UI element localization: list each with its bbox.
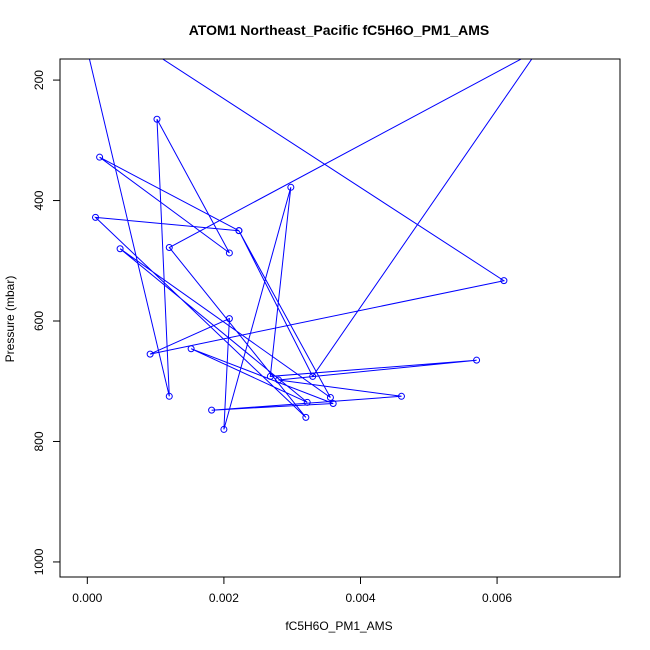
x-tick-label: 0.000	[72, 591, 102, 605]
data-point	[473, 356, 481, 364]
y-axis: 200 400 600 800 1000	[32, 70, 60, 575]
y-axis-label: Pressure (mbar)	[3, 276, 17, 363]
x-tick-label: 0.002	[209, 591, 239, 605]
y-tick-label: 600	[32, 311, 46, 331]
data-point	[96, 153, 104, 161]
data-point	[500, 277, 508, 285]
data-point	[153, 115, 161, 123]
x-tick-label: 0.004	[345, 591, 375, 605]
data-point	[329, 400, 337, 408]
data-point	[225, 249, 233, 257]
data-point	[225, 315, 233, 323]
y-tick-label: 200	[32, 70, 46, 90]
data-point	[146, 350, 154, 358]
plot-frame	[59, 58, 621, 578]
data-point	[287, 183, 295, 191]
data-point	[309, 372, 317, 380]
data-point	[303, 398, 311, 406]
y-tick-label: 400	[32, 190, 46, 210]
x-axis: 0.000 0.002 0.004 0.006	[72, 577, 512, 605]
data-point	[397, 392, 405, 400]
y-tick-label: 800	[32, 431, 46, 451]
marker-layer	[92, 115, 508, 433]
data-point	[220, 425, 228, 433]
data-point	[187, 345, 195, 353]
data-point	[165, 244, 173, 252]
x-tick-label: 0.006	[482, 591, 512, 605]
data-point	[302, 413, 310, 421]
data-point	[266, 372, 274, 380]
data-point	[275, 376, 283, 384]
data-point	[165, 392, 173, 400]
data-point	[208, 406, 216, 414]
x-axis-label: fC5H6O_PM1_AMS	[285, 619, 392, 633]
series-layer	[88, 59, 533, 430]
data-point	[235, 227, 243, 235]
data-point	[92, 213, 100, 221]
series-line	[88, 59, 533, 430]
y-tick-label: 1000	[32, 548, 46, 575]
data-point	[326, 394, 334, 402]
data-point	[116, 245, 124, 253]
chart-title: ATOM1 Northeast_Pacific fC5H6O_PM1_AMS	[189, 22, 490, 38]
